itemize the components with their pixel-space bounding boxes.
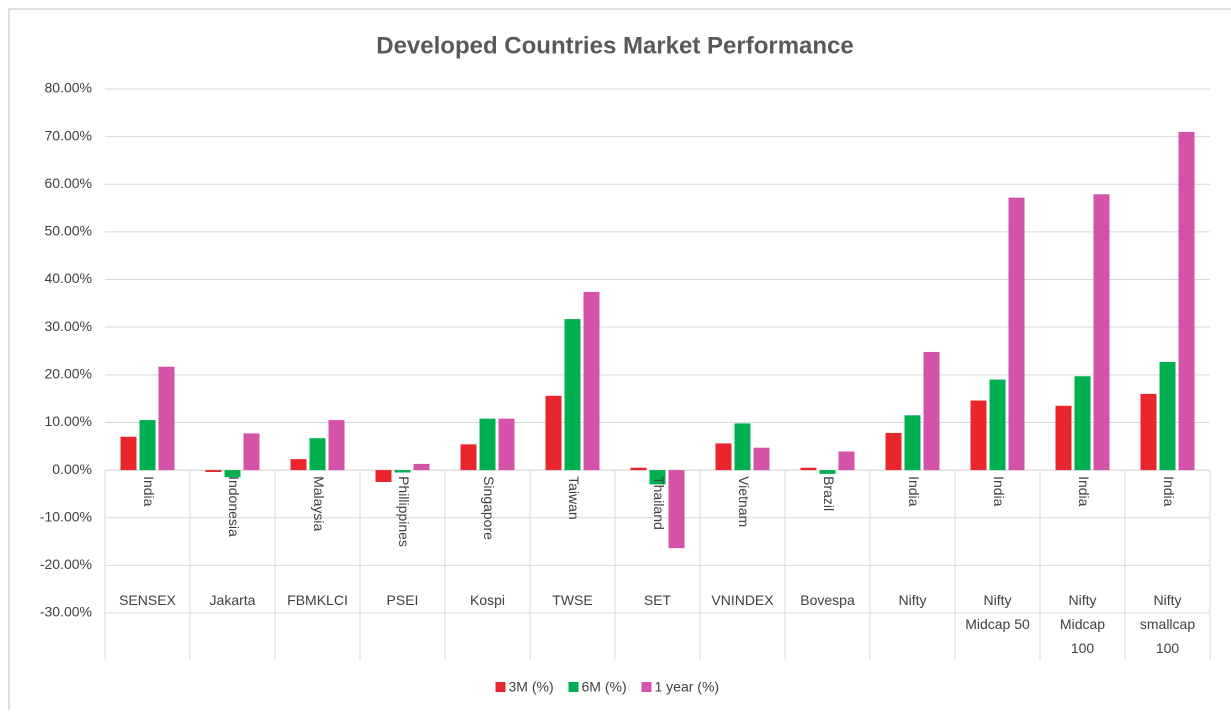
x-tick-label: Nifty smallcap 100 [1140,592,1195,656]
bar [885,432,902,471]
y-tick-label: 10.00% [45,413,92,429]
x-tick-label: PSEI [387,592,419,608]
y-tick-label: 30.00% [45,318,92,334]
legend-label: 1 year (%) [655,679,720,695]
category-group-label: India [906,476,922,507]
bar [904,415,921,471]
bar [819,470,836,474]
y-tick-label: 0.00% [52,461,92,477]
category-group-label: Vietnam [736,476,752,527]
bar [394,470,411,473]
bar [630,467,647,471]
x-tick-label: Kospi [470,592,505,608]
bar [1008,197,1025,471]
x-tick-label: SENSEX [119,592,176,608]
x-tick-label: Jakarta [210,592,256,608]
y-tick-label: -30.00% [40,604,92,620]
bar [479,418,496,471]
bar [328,420,345,471]
bar [309,438,326,471]
bar [989,379,1006,471]
category-group-label: Thailand [651,476,667,530]
y-tick-label: 60.00% [45,175,92,191]
category-group-label: Singapore [481,476,497,540]
x-tick-label: VNINDEX [711,592,774,608]
bar [375,470,392,482]
bar [224,470,241,478]
bar [1055,405,1072,471]
chart-title: Developed Countries Market Performance [376,32,853,59]
category-group-label: Phillippines [396,476,412,547]
bar [460,444,477,471]
bar [290,459,307,471]
category-group-label: India [1076,476,1092,507]
legend-swatch [495,682,506,692]
bar [753,447,770,471]
bar [838,451,855,471]
bar [243,433,260,471]
legend-swatch [641,682,652,692]
bar [205,470,222,472]
legend-label: 3M (%) [509,679,554,695]
chart-frame [8,8,1231,715]
category-group-label: Brazil [821,476,837,511]
bar [1093,194,1110,471]
bar [139,420,156,471]
bar [120,436,137,471]
bar [158,366,175,471]
bar [668,470,685,549]
y-tick-label: -20.00% [40,556,92,572]
category-group-label: Taiwan [566,476,582,520]
bar [564,319,581,471]
category-group-label: India [141,476,157,507]
x-tick-label: Nifty Midcap 50 [965,592,1030,632]
bar [1178,131,1195,471]
bar [1140,393,1157,471]
y-tick-label: 80.00% [45,80,92,96]
category-group-label: Indonesia [226,476,242,537]
bar [583,291,600,471]
y-tick-label: -10.00% [40,508,92,524]
x-tick-label: Nifty [899,592,927,608]
legend-swatch [568,682,579,692]
x-tick-label: SET [644,592,672,608]
x-tick-label: Bovespa [800,592,855,608]
y-tick-label: 50.00% [45,223,92,239]
bar [715,443,732,471]
legend-label: 6M (%) [582,679,627,695]
category-group-label: India [1161,476,1177,507]
x-tick-label: Nifty Midcap 100 [1060,592,1105,656]
bar [800,467,817,471]
bar [413,463,430,471]
bar [649,470,666,485]
category-group-label: India [991,476,1007,507]
bar [734,423,751,471]
y-tick-label: 40.00% [45,270,92,286]
x-tick-label: FBMKLCI [287,592,348,608]
bar [923,351,940,471]
bar [545,395,562,471]
bar [1074,376,1091,471]
y-tick-label: 70.00% [45,127,92,143]
bar [498,418,515,471]
y-tick-label: 20.00% [45,366,92,382]
bar [970,400,987,471]
bar [1159,361,1176,471]
x-tick-label: TWSE [552,592,592,608]
category-group-label: Malaysia [311,476,327,531]
